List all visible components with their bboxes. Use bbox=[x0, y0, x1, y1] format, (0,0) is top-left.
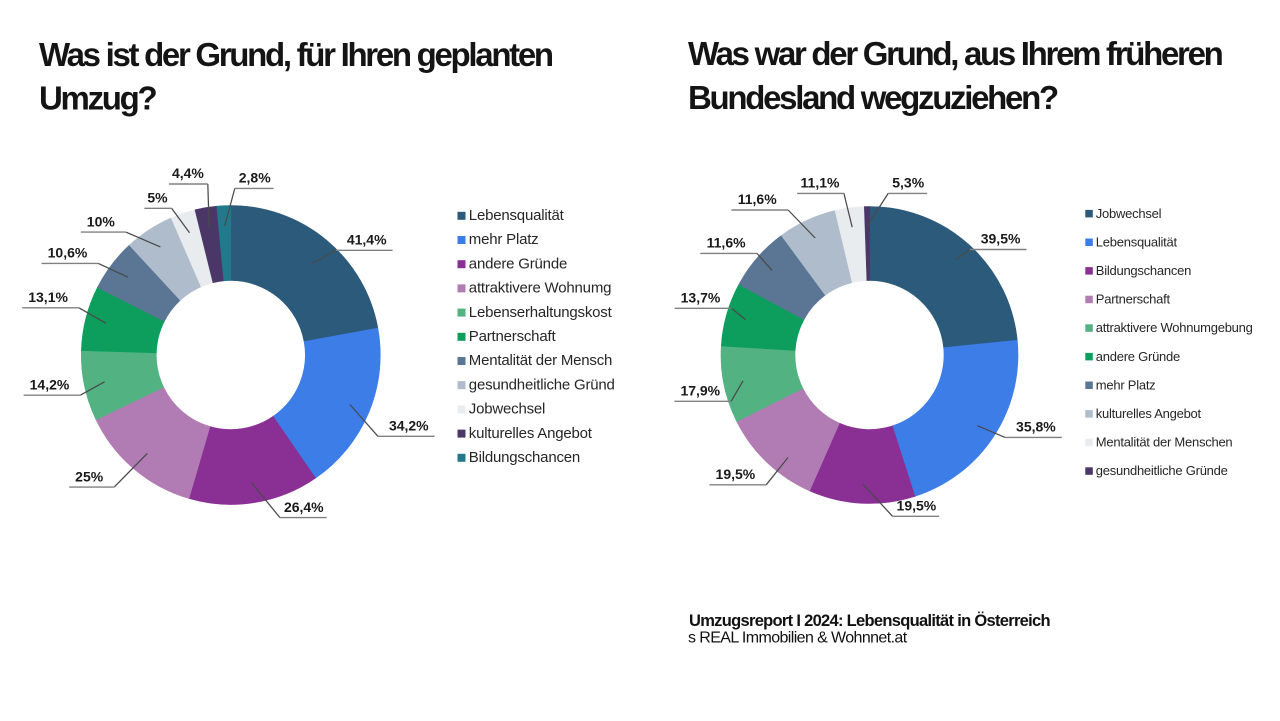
svg-text:gesundheitliche Gründe: gesundheitliche Gründe bbox=[1096, 463, 1228, 478]
svg-text:25%: 25% bbox=[75, 468, 104, 484]
svg-text:35,8%: 35,8% bbox=[1016, 419, 1056, 435]
svg-text:Was ist der Grund, für Ihren g: Was ist der Grund, für Ihren geplanten bbox=[39, 36, 553, 73]
svg-text:14,2%: 14,2% bbox=[30, 376, 70, 392]
svg-text:13,7%: 13,7% bbox=[681, 290, 721, 306]
svg-text:4,4%: 4,4% bbox=[172, 165, 204, 181]
svg-text:19,5%: 19,5% bbox=[716, 466, 756, 482]
svg-text:Bildungschancen: Bildungschancen bbox=[1096, 263, 1191, 278]
svg-text:11,6%: 11,6% bbox=[738, 191, 777, 207]
svg-text:Lebenserhaltungskost: Lebenserhaltungskost bbox=[469, 304, 613, 321]
svg-text:attraktivere Wohnumg: attraktivere Wohnumg bbox=[469, 280, 611, 297]
svg-text:mehr Platz: mehr Platz bbox=[469, 231, 539, 248]
svg-text:Lebensqualität: Lebensqualität bbox=[1096, 234, 1178, 249]
svg-text:andere Gründe: andere Gründe bbox=[469, 255, 567, 272]
svg-text:10%: 10% bbox=[87, 213, 116, 229]
svg-text:kulturelles Angebot: kulturelles Angebot bbox=[469, 425, 593, 442]
svg-text:Was war der Grund, aus Ihrem f: Was war der Grund, aus Ihrem früheren bbox=[688, 35, 1223, 72]
svg-text:Mentalität der Menschen: Mentalität der Menschen bbox=[1096, 435, 1233, 450]
svg-text:10,6%: 10,6% bbox=[48, 245, 88, 261]
svg-text:Umzugsreport I 2024: Lebensqua: Umzugsreport I 2024: Lebensqualität in Ö… bbox=[689, 611, 1051, 630]
svg-text:Partnerschaft: Partnerschaft bbox=[1096, 292, 1171, 307]
svg-text:Partnerschaft: Partnerschaft bbox=[469, 328, 557, 345]
svg-text:s REAL Immobilien & Wohnnet.at: s REAL Immobilien & Wohnnet.at bbox=[688, 629, 908, 646]
svg-text:34,2%: 34,2% bbox=[389, 418, 429, 434]
svg-text:17,9%: 17,9% bbox=[680, 383, 720, 399]
svg-text:5,3%: 5,3% bbox=[892, 175, 924, 191]
svg-text:Lebensqualität: Lebensqualität bbox=[469, 207, 565, 224]
svg-text:26,4%: 26,4% bbox=[284, 499, 324, 515]
svg-text:gesundheitliche Gründ: gesundheitliche Gründ bbox=[469, 376, 615, 393]
svg-text:Jobwechsel: Jobwechsel bbox=[469, 401, 545, 418]
svg-text:13,1%: 13,1% bbox=[28, 289, 68, 305]
svg-text:2,8%: 2,8% bbox=[239, 170, 271, 186]
svg-text:Jobwechsel: Jobwechsel bbox=[1096, 206, 1162, 221]
svg-text:5%: 5% bbox=[147, 190, 168, 206]
svg-text:mehr Platz: mehr Platz bbox=[1096, 377, 1156, 392]
svg-text:attraktivere Wohnumgebung: attraktivere Wohnumgebung bbox=[1096, 320, 1253, 335]
svg-text:41,4%: 41,4% bbox=[347, 232, 387, 248]
svg-text:19,5%: 19,5% bbox=[897, 498, 937, 514]
svg-text:11,1%: 11,1% bbox=[801, 175, 840, 191]
svg-text:andere Gründe: andere Gründe bbox=[1096, 349, 1180, 364]
svg-text:11,6%: 11,6% bbox=[707, 235, 746, 251]
svg-text:39,5%: 39,5% bbox=[981, 231, 1021, 247]
svg-text:Umzug?: Umzug? bbox=[39, 80, 156, 117]
svg-text:Bildungschancen: Bildungschancen bbox=[469, 449, 580, 466]
svg-text:Mentalität der Mensch: Mentalität der Mensch bbox=[469, 352, 612, 369]
svg-text:kulturelles Angebot: kulturelles Angebot bbox=[1096, 406, 1202, 421]
svg-text:Bundesland wegzuziehen?: Bundesland wegzuziehen? bbox=[688, 79, 1058, 116]
